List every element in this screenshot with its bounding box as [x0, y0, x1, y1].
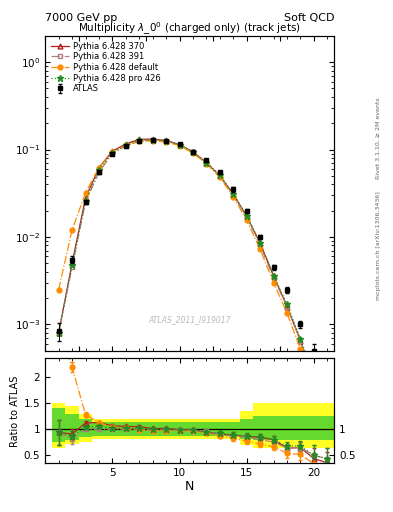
Text: 7000 GeV pp: 7000 GeV pp: [45, 13, 118, 23]
Pythia 6.428 391: [150, 137, 155, 143]
Pythia 6.428 pro 426: [285, 301, 289, 307]
Pythia 6.428 370: [285, 304, 289, 310]
Pythia 6.428 pro 426: [164, 138, 169, 144]
Text: ATLAS_2011_I919017: ATLAS_2011_I919017: [149, 315, 231, 324]
Pythia 6.428 pro 426: [150, 137, 155, 143]
Text: Soft QCD: Soft QCD: [284, 13, 334, 23]
Pythia 6.428 default: [164, 139, 169, 145]
Pythia 6.428 391: [271, 275, 276, 281]
Pythia 6.428 391: [123, 143, 128, 149]
Line: Pythia 6.428 391: Pythia 6.428 391: [56, 138, 330, 411]
Pythia 6.428 pro 426: [123, 142, 128, 148]
Pythia 6.428 391: [298, 338, 303, 344]
Pythia 6.428 pro 426: [191, 149, 195, 155]
Pythia 6.428 pro 426: [83, 198, 88, 204]
Pythia 6.428 391: [258, 242, 263, 248]
Pythia 6.428 pro 426: [258, 240, 263, 246]
Pythia 6.428 default: [312, 389, 316, 395]
Pythia 6.428 370: [312, 379, 316, 385]
Pythia 6.428 370: [258, 240, 263, 246]
Pythia 6.428 default: [244, 217, 249, 223]
Pythia 6.428 370: [150, 136, 155, 142]
Pythia 6.428 default: [285, 310, 289, 316]
Pythia 6.428 391: [110, 151, 115, 157]
Pythia 6.428 370: [204, 160, 209, 166]
Pythia 6.428 370: [177, 141, 182, 147]
Pythia 6.428 default: [231, 194, 236, 200]
Pythia 6.428 391: [56, 330, 61, 336]
Pythia 6.428 default: [56, 287, 61, 293]
Pythia 6.428 370: [298, 338, 303, 344]
Pythia 6.428 default: [97, 165, 101, 171]
Pythia 6.428 391: [204, 159, 209, 165]
Pythia 6.428 391: [97, 169, 101, 175]
Pythia 6.428 default: [271, 280, 276, 286]
Y-axis label: Ratio to ATLAS: Ratio to ATLAS: [9, 375, 20, 446]
Pythia 6.428 pro 426: [177, 141, 182, 147]
Pythia 6.428 default: [70, 227, 74, 233]
Pythia 6.428 default: [83, 190, 88, 196]
Pythia 6.428 default: [150, 138, 155, 144]
Pythia 6.428 pro 426: [271, 273, 276, 279]
Pythia 6.428 370: [137, 136, 141, 142]
Pythia 6.428 391: [70, 264, 74, 270]
Pythia 6.428 370: [70, 260, 74, 266]
Pythia 6.428 pro 426: [56, 330, 61, 336]
Pythia 6.428 370: [110, 148, 115, 154]
Pythia 6.428 default: [137, 138, 141, 144]
Pythia 6.428 pro 426: [110, 150, 115, 156]
Pythia 6.428 391: [191, 150, 195, 156]
Pythia 6.428 pro 426: [217, 172, 222, 178]
Pythia 6.428 370: [123, 141, 128, 147]
Pythia 6.428 370: [164, 137, 169, 143]
Pythia 6.428 391: [325, 405, 330, 411]
Pythia 6.428 default: [258, 246, 263, 252]
Pythia 6.428 370: [83, 195, 88, 201]
Pythia 6.428 default: [204, 161, 209, 167]
Pythia 6.428 pro 426: [97, 167, 101, 174]
Pythia 6.428 pro 426: [244, 212, 249, 219]
X-axis label: N: N: [185, 480, 194, 493]
Pythia 6.428 370: [271, 273, 276, 279]
Pythia 6.428 default: [110, 149, 115, 155]
Pythia 6.428 370: [97, 165, 101, 171]
Pythia 6.428 default: [325, 425, 330, 431]
Pythia 6.428 391: [231, 192, 236, 198]
Pythia 6.428 pro 426: [137, 137, 141, 143]
Pythia 6.428 370: [244, 214, 249, 220]
Pythia 6.428 370: [325, 413, 330, 419]
Pythia 6.428 370: [231, 191, 236, 197]
Pythia 6.428 pro 426: [325, 405, 330, 411]
Pythia 6.428 391: [137, 138, 141, 144]
Pythia 6.428 pro 426: [298, 336, 303, 342]
Pythia 6.428 pro 426: [231, 191, 236, 197]
Pythia 6.428 370: [56, 330, 61, 336]
Pythia 6.428 pro 426: [70, 262, 74, 268]
Pythia 6.428 default: [191, 150, 195, 156]
Pythia 6.428 default: [217, 175, 222, 181]
Line: Pythia 6.428 default: Pythia 6.428 default: [56, 138, 330, 431]
Pythia 6.428 391: [285, 304, 289, 310]
Pythia 6.428 370: [191, 149, 195, 155]
Text: mcplots.cern.ch [arXiv:1306.3436]: mcplots.cern.ch [arXiv:1306.3436]: [376, 191, 380, 300]
Pythia 6.428 391: [312, 374, 316, 380]
Pythia 6.428 pro 426: [204, 160, 209, 166]
Pythia 6.428 391: [164, 138, 169, 144]
Pythia 6.428 pro 426: [312, 374, 316, 380]
Pythia 6.428 default: [123, 142, 128, 148]
Line: Pythia 6.428 pro 426: Pythia 6.428 pro 426: [55, 136, 331, 412]
Title: Multiplicity $\lambda\_0^0$ (charged only) (track jets): Multiplicity $\lambda\_0^0$ (charged onl…: [78, 20, 301, 36]
Pythia 6.428 370: [217, 173, 222, 179]
Pythia 6.428 391: [83, 199, 88, 205]
Line: Pythia 6.428 370: Pythia 6.428 370: [56, 137, 330, 418]
Pythia 6.428 391: [244, 214, 249, 220]
Legend: Pythia 6.428 370, Pythia 6.428 391, Pythia 6.428 default, Pythia 6.428 pro 426, : Pythia 6.428 370, Pythia 6.428 391, Pyth…: [48, 39, 163, 96]
Pythia 6.428 391: [177, 142, 182, 148]
Pythia 6.428 391: [217, 173, 222, 179]
Text: Rivet 3.1.10, ≥ 2M events: Rivet 3.1.10, ≥ 2M events: [376, 97, 380, 179]
Pythia 6.428 default: [177, 142, 182, 148]
Pythia 6.428 default: [298, 346, 303, 352]
